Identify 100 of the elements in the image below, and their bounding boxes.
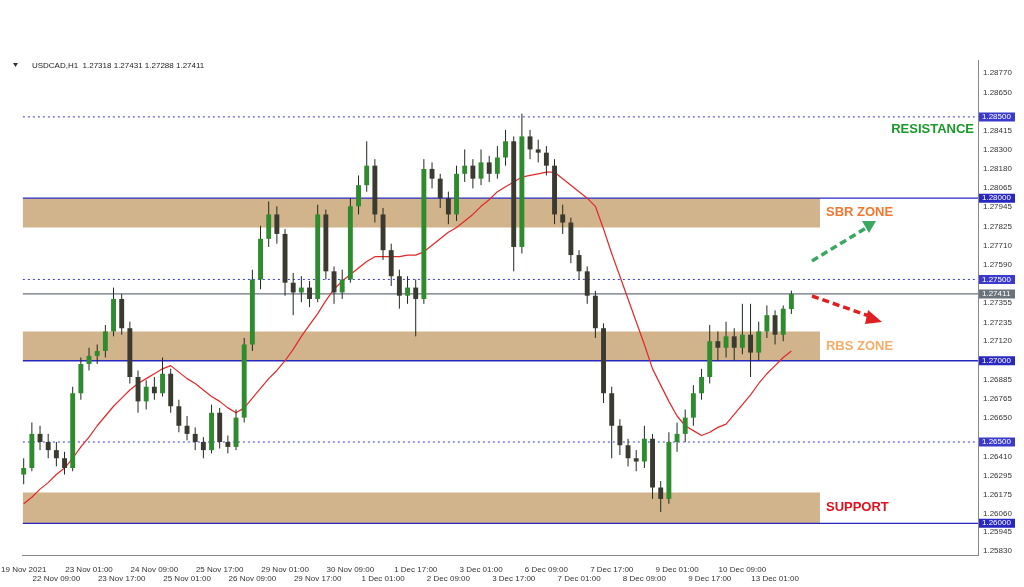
band-label: SUPPORT — [825, 499, 889, 515]
candlestick — [772, 309, 778, 345]
candlestick — [102, 324, 108, 358]
ref-line-label: 1.28000 — [982, 193, 1012, 203]
candlestick — [543, 145, 549, 176]
y-tick-label: 1.25945 — [983, 527, 1013, 537]
x-tick-label: 1 Dec 17:00 — [394, 564, 438, 574]
y-tick-label: 1.28415 — [983, 125, 1013, 135]
y-tick-label: 1.28300 — [983, 144, 1013, 154]
x-tick-label: 26 Nov 09:00 — [228, 574, 277, 584]
candlestick — [200, 436, 206, 459]
x-tick-label: 8 Dec 09:00 — [622, 574, 667, 584]
ref-line-label: 1.26500 — [982, 437, 1012, 447]
candlestick — [307, 280, 312, 308]
candlestick — [535, 139, 541, 163]
candlestick — [788, 290, 794, 315]
y-tick-label: 1.26410 — [983, 451, 1013, 461]
chart-title: USDCAD,H1 1.27318 1.27431 1.27288 1.27411 — [31, 61, 205, 71]
y-tick-label: 1.27590 — [983, 260, 1013, 270]
candlestick — [445, 191, 451, 225]
x-tick-label: 9 Dec 17:00 — [688, 574, 732, 584]
x-tick-label: 25 Nov 01:00 — [163, 574, 212, 584]
candlestick — [617, 418, 623, 456]
candlestick — [503, 129, 508, 167]
candlestick — [748, 303, 753, 378]
x-tick-label: 25 Nov 17:00 — [195, 564, 245, 574]
x-tick-label: 30 Nov 09:00 — [326, 564, 375, 574]
x-tick-label: 13 Dec 01:00 — [751, 574, 800, 584]
y-tick-label: 1.28650 — [983, 87, 1013, 97]
x-tick-label: 1 Dec 01:00 — [361, 574, 406, 584]
candlestick — [53, 441, 59, 467]
x-tick-label: 3 Dec 17:00 — [492, 574, 536, 584]
x-tick-label: 29 Nov 01:00 — [261, 564, 310, 574]
x-tick-label: 29 Nov 17:00 — [293, 574, 343, 584]
y-tick-label: 1.26650 — [983, 412, 1013, 422]
candlestick — [658, 480, 664, 513]
candlestick — [225, 435, 231, 454]
ref-line-label: 1.28500 — [982, 112, 1012, 122]
y-tick-label: 1.25830 — [983, 546, 1013, 556]
candlestick — [396, 269, 402, 310]
band-label: RBS ZONE — [825, 337, 894, 353]
y-tick-label: 1.27825 — [983, 221, 1013, 231]
candlestick — [682, 409, 688, 443]
candlestick — [764, 304, 770, 339]
ref-line-label: 1.27000 — [982, 355, 1012, 365]
x-tick-label: 3 Dec 01:00 — [459, 564, 504, 574]
y-tick-label: 1.28180 — [983, 164, 1013, 174]
x-tick-label: 19 Nov 2021 — [1, 564, 47, 574]
candlestick — [356, 174, 361, 215]
y-tick-label: 1.26175 — [983, 490, 1013, 500]
y-tick-label: 1.26060 — [983, 508, 1013, 518]
candlestick — [437, 173, 443, 209]
candlestick — [45, 433, 51, 459]
x-tick-label: 24 Nov 09:00 — [130, 564, 179, 574]
y-tick-label: 1.27355 — [983, 298, 1013, 308]
candlestick — [494, 145, 500, 180]
candlestick — [151, 376, 157, 401]
candlestick — [633, 449, 639, 472]
ref-line-label: 1.27411 — [982, 289, 1011, 299]
candlestick — [274, 205, 280, 245]
x-tick-label: 7 Dec 17:00 — [590, 564, 634, 574]
candlestick — [731, 327, 737, 362]
y-tick-label: 1.27120 — [983, 336, 1013, 346]
band-label: SBR ZONE — [825, 204, 894, 220]
x-tick-label: 9 Dec 01:00 — [655, 564, 700, 574]
candlestick — [462, 148, 468, 183]
y-tick-label: 1.26885 — [983, 374, 1013, 384]
y-tick-label: 1.26295 — [983, 470, 1013, 480]
candlestick — [405, 275, 410, 305]
x-tick-label: 2 Dec 09:00 — [426, 574, 471, 584]
x-tick-label: 23 Nov 01:00 — [65, 564, 114, 574]
y-tick-label: 1.28770 — [983, 68, 1013, 78]
candlestick — [560, 204, 566, 235]
candlestick — [470, 158, 476, 189]
x-tick-label: 10 Dec 09:00 — [718, 564, 767, 574]
candlestick — [723, 321, 729, 358]
candlestick — [192, 426, 198, 451]
candlestick — [62, 451, 67, 476]
y-tick-label: 1.27710 — [983, 240, 1013, 250]
candlestick — [699, 368, 704, 401]
x-tick-label: 23 Nov 17:00 — [97, 574, 147, 584]
candlestick — [160, 356, 165, 397]
x-tick-label: 6 Dec 09:00 — [524, 564, 569, 574]
y-tick-label: 1.27945 — [983, 202, 1013, 212]
candlestick — [486, 155, 492, 183]
x-tick-label: 22 Nov 09:00 — [32, 574, 81, 584]
candlestick — [739, 303, 745, 355]
candlestick — [756, 321, 762, 362]
candlestick — [143, 379, 149, 410]
candlestick — [176, 399, 182, 433]
y-tick-label: 1.28065 — [983, 182, 1013, 192]
candlestick — [364, 140, 370, 193]
candlestick — [290, 272, 296, 316]
candlestick — [413, 278, 419, 337]
y-tick-label: 1.26765 — [983, 394, 1013, 404]
candlestick — [715, 330, 721, 362]
ref-line-label: 1.27500 — [982, 274, 1012, 284]
ref-line-label: 1.26000 — [982, 518, 1012, 528]
text: RESISTANCE — [891, 120, 975, 136]
candlestick — [21, 457, 27, 485]
